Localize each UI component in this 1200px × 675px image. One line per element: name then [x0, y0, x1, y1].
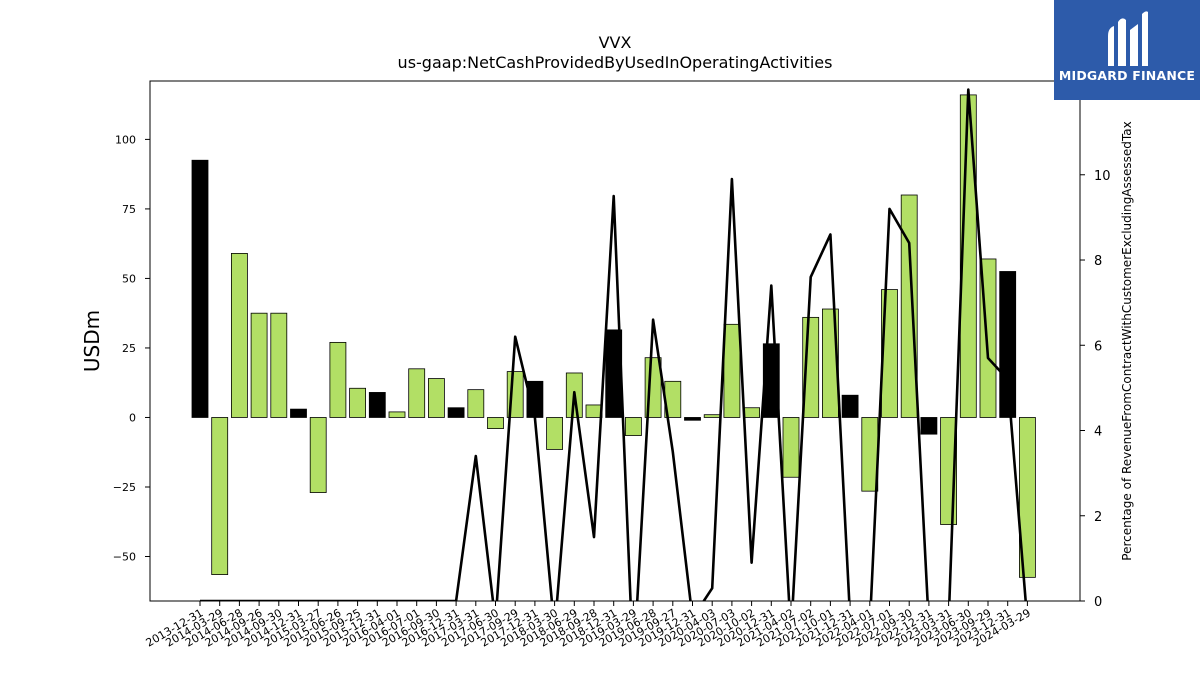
- y-tick-label: −25: [113, 481, 136, 494]
- bar-2015-03-27: [309, 417, 327, 493]
- y2-tick-label: 10: [1094, 169, 1111, 184]
- bar-2022-12-31: [920, 417, 938, 435]
- bar-2016-12-31: [447, 407, 465, 418]
- line-layer: [200, 88, 1027, 601]
- y2-axis-label: Percentage of RevenueFromContractWithCus…: [1120, 121, 1134, 560]
- logo-text: MIDGARD FINANCE: [1058, 68, 1196, 83]
- bar-2019-12-31: [684, 417, 701, 421]
- bar-2016-04-01: [388, 411, 406, 418]
- bar-2015-09-25: [349, 387, 367, 418]
- y-tick-label: 100: [115, 133, 136, 146]
- brand-logo: MIDGARD FINANCE: [1054, 0, 1200, 100]
- x-axis: 2013-12-312014-03-292014-06-282014-09-26…: [144, 601, 1033, 650]
- plot-frame: [149, 80, 1081, 602]
- bar-2014-12-31: [290, 408, 307, 418]
- bar-2016-07-01: [408, 368, 426, 418]
- midgard-logo-icon: [1108, 11, 1148, 67]
- bar-2021-12-31: [841, 394, 859, 418]
- bar-2018-09-28: [585, 404, 603, 418]
- bar-2014-09-26: [250, 312, 268, 418]
- y-tick-label: −50: [113, 551, 136, 564]
- bar-2018-03-30: [546, 417, 563, 450]
- y-tick-label: 25: [122, 342, 136, 355]
- bar-2021-04-02: [782, 417, 800, 478]
- y2-tick-label: 0: [1094, 595, 1102, 610]
- revenue-percentage-line: [200, 88, 1027, 601]
- chart-subtitle: us-gaap:NetCashProvidedByUsedInOperating…: [398, 53, 833, 72]
- bar-2020-10-02: [743, 407, 760, 418]
- bar-2016-09-30: [427, 378, 445, 418]
- bar-2013-12-31: [191, 159, 209, 418]
- bar-2019-03-29: [625, 417, 642, 436]
- bars-layer: [191, 94, 1036, 578]
- bar-2015-06-26: [329, 341, 347, 418]
- y-axis-right: 024681012: [1080, 84, 1111, 610]
- y2-tick-label: 2: [1094, 510, 1102, 525]
- bar-2014-03-29: [211, 417, 229, 575]
- chart-title: VVX: [599, 33, 632, 52]
- y-axis-left: −50 −25 0 25 50 75 100: [113, 133, 150, 564]
- y-tick-label: 50: [122, 272, 136, 285]
- bar-2024-03-29: [1019, 417, 1036, 578]
- bar-2022-04-01: [861, 417, 879, 492]
- y-axis-label: USDm: [80, 310, 104, 372]
- y-tick-label: 75: [122, 203, 136, 216]
- y-tick-label: 0: [129, 411, 136, 424]
- bar-2014-09-30: [270, 312, 288, 418]
- bar-2020-07-03: [723, 323, 741, 418]
- bar-2023-12-31: [999, 271, 1017, 418]
- bar-2017-06-30: [487, 417, 504, 429]
- y2-tick-label: 4: [1094, 425, 1102, 440]
- bar-2020-04-03: [703, 414, 721, 418]
- bar-2022-09-30: [900, 194, 918, 418]
- y2-tick-label: 8: [1094, 254, 1102, 269]
- y2-tick-label: 6: [1094, 339, 1102, 354]
- bar-2015-12-31: [368, 392, 386, 418]
- bar-2014-06-28: [230, 253, 248, 418]
- bar-2017-03-31: [467, 389, 485, 418]
